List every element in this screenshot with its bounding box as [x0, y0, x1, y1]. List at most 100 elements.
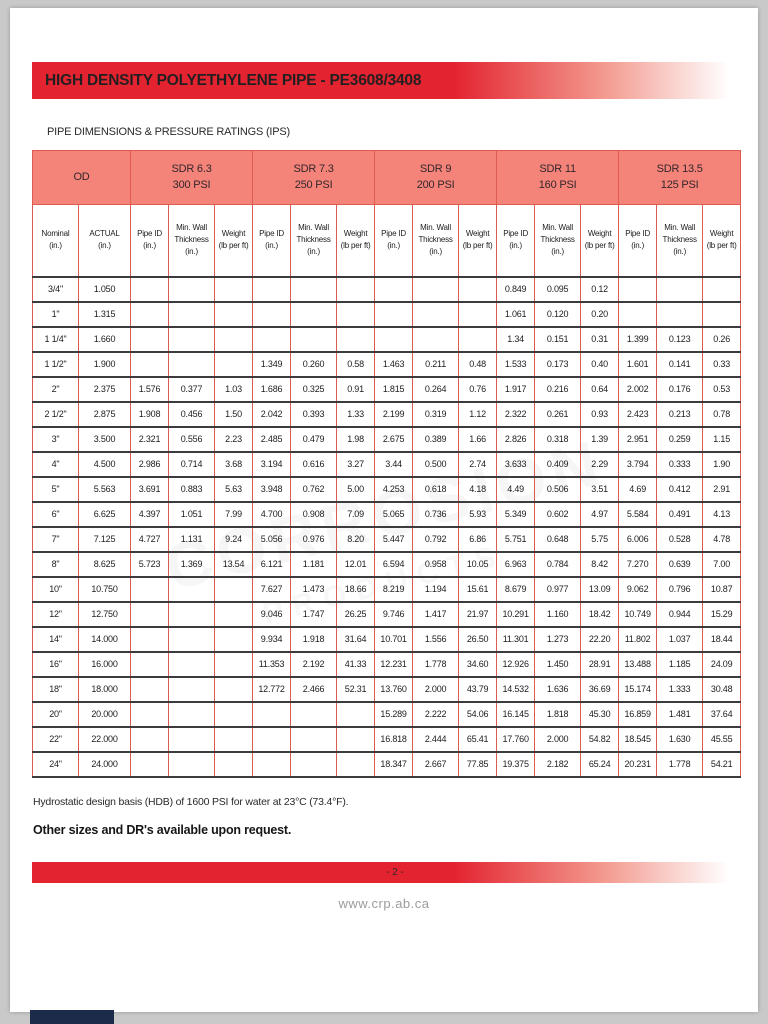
- table-row: 1" 1.315 1.061 0.120 0.20: [32, 301, 742, 328]
- data-cell: 0.556: [168, 426, 216, 453]
- size-cell: 5": [32, 476, 79, 503]
- data-cell: 0.616: [290, 451, 338, 478]
- data-cell: [214, 576, 254, 603]
- data-cell: [336, 701, 376, 728]
- data-cell: 1.533: [496, 351, 536, 378]
- data-cell: 0.602: [534, 501, 582, 528]
- data-cell: [336, 276, 376, 303]
- data-cell: [290, 301, 338, 328]
- data-cell: 4.18: [458, 476, 498, 503]
- data-cell: 7.09: [336, 501, 376, 528]
- data-cell: 0.259: [656, 426, 704, 453]
- od-cell: 1.900: [77, 351, 132, 378]
- size-cell: 24": [32, 751, 79, 778]
- data-cell: 11.353: [252, 651, 292, 678]
- data-cell: [168, 351, 216, 378]
- data-cell: 2.74: [458, 451, 498, 478]
- data-cell: 17.760: [496, 726, 536, 753]
- data-cell: 0.213: [656, 401, 704, 428]
- data-cell: 0.389: [412, 426, 460, 453]
- data-cell: 22.20: [580, 626, 620, 653]
- data-cell: [214, 276, 254, 303]
- od-cell: 3.500: [77, 426, 132, 453]
- table-row: 8" 8.625 5.723 1.369 13.54 6.121 1.181 12.01 6.5…: [32, 551, 742, 578]
- data-cell: 10.05: [458, 551, 498, 578]
- data-cell: 8.20: [336, 526, 376, 553]
- data-cell: 1.194: [412, 576, 460, 603]
- table-row: 2" 2.375 1.576 0.377 1.03 1.686 0.325 0.91 1.815…: [32, 376, 742, 403]
- data-cell: 3.691: [130, 476, 170, 503]
- data-cell: 1.369: [168, 551, 216, 578]
- data-cell: 18.44: [702, 626, 742, 653]
- data-cell: 1.66: [458, 426, 498, 453]
- data-cell: [130, 301, 170, 328]
- data-cell: [702, 301, 742, 328]
- data-cell: 0.528: [656, 526, 704, 553]
- table-row: 2 1/2" 2.875 1.908 0.456 1.50 2.042 0.393 1.33 2…: [32, 401, 742, 428]
- data-cell: [290, 701, 338, 728]
- data-cell: 31.64: [336, 626, 376, 653]
- data-cell: [214, 301, 254, 328]
- data-cell: 1.818: [534, 701, 582, 728]
- data-cell: [214, 601, 254, 628]
- data-cell: 18.347: [374, 751, 414, 778]
- data-cell: [336, 751, 376, 778]
- table-subtitle: PIPE DIMENSIONS & PRESSURE RATINGS (IPS): [47, 126, 291, 138]
- data-cell: 8.219: [374, 576, 414, 603]
- od-cell: 18.000: [77, 676, 132, 703]
- data-cell: 2.951: [618, 426, 658, 453]
- website-link[interactable]: www.crp.ab.ca: [338, 896, 430, 911]
- size-cell: 2": [32, 376, 79, 403]
- data-cell: 2.29: [580, 451, 620, 478]
- data-cell: [214, 751, 254, 778]
- data-cell: 5.447: [374, 526, 414, 553]
- data-cell: 16.818: [374, 726, 414, 753]
- data-cell: [374, 276, 414, 303]
- data-cell: 2.667: [412, 751, 460, 778]
- data-cell: 65.24: [580, 751, 620, 778]
- data-cell: 7.627: [252, 576, 292, 603]
- data-cell: 13.09: [580, 576, 620, 603]
- data-cell: 0.123: [656, 326, 704, 353]
- data-cell: 0.095: [534, 276, 582, 303]
- data-cell: 0.849: [496, 276, 536, 303]
- data-cell: 0.714: [168, 451, 216, 478]
- document-page: HIGH DENSITY POLYETHYLENE PIPE - PE3608/…: [10, 8, 758, 1012]
- column-header: Min. Wall Thickness (in.): [290, 204, 338, 278]
- data-cell: 37.64: [702, 701, 742, 728]
- data-cell: 0.409: [534, 451, 582, 478]
- od-cell: 4.500: [77, 451, 132, 478]
- data-cell: 1.630: [656, 726, 704, 753]
- data-cell: 0.33: [702, 351, 742, 378]
- data-cell: 10.701: [374, 626, 414, 653]
- data-cell: [168, 301, 216, 328]
- data-cell: 0.76: [458, 376, 498, 403]
- data-cell: 1.908: [130, 401, 170, 428]
- sdr-group-header: SDR 9 200 PSI: [374, 150, 498, 205]
- od-cell: 1.050: [77, 276, 132, 303]
- data-cell: 1.12: [458, 401, 498, 428]
- data-cell: 8.679: [496, 576, 536, 603]
- column-header: Min. Wall Thickness (in.): [534, 204, 582, 278]
- column-header: Weight (lb per ft): [458, 204, 498, 278]
- data-cell: [252, 726, 292, 753]
- data-cell: [290, 276, 338, 303]
- data-cell: 34.60: [458, 651, 498, 678]
- size-cell: 3": [32, 426, 79, 453]
- data-cell: 0.260: [290, 351, 338, 378]
- data-cell: 11.802: [618, 626, 658, 653]
- data-cell: 1.686: [252, 376, 292, 403]
- data-cell: [130, 601, 170, 628]
- data-cell: 45.55: [702, 726, 742, 753]
- data-cell: 12.772: [252, 676, 292, 703]
- data-cell: 1.131: [168, 526, 216, 553]
- data-cell: [214, 626, 254, 653]
- data-cell: 15.289: [374, 701, 414, 728]
- table-row: 16" 16.000 11.353 2.192 41.33 12.231 1.778 34.6…: [32, 651, 742, 678]
- od-cell: 14.000: [77, 626, 132, 653]
- data-cell: 0.500: [412, 451, 460, 478]
- data-cell: 1.450: [534, 651, 582, 678]
- sizes-note: Other sizes and DR's available upon requ…: [33, 823, 292, 837]
- data-cell: 12.01: [336, 551, 376, 578]
- column-header: Pipe ID (in.): [618, 204, 658, 278]
